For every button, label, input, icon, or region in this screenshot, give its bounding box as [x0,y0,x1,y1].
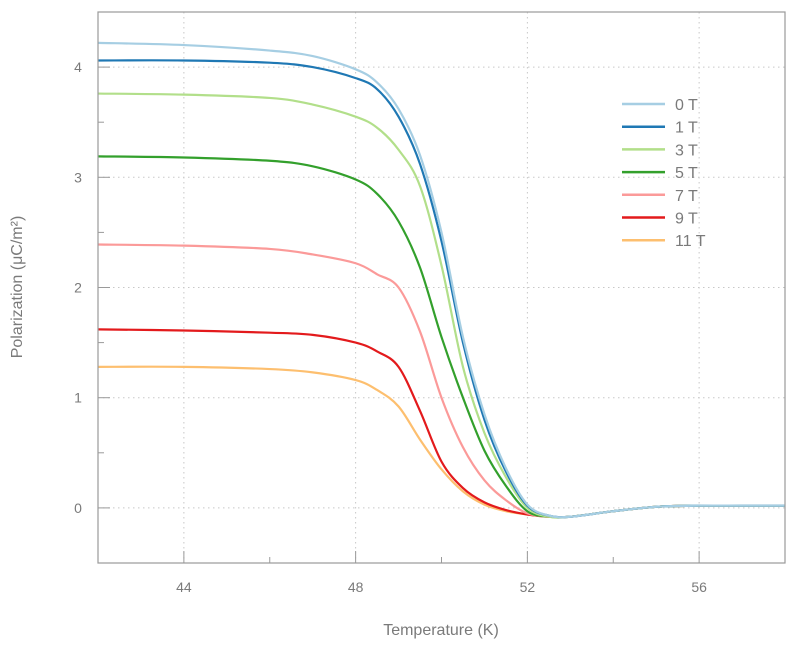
legend: 0 T 1 T 3 T 5 T 7 T 9 T 11 T [622,97,706,250]
x-tick-label: 44 [176,579,192,595]
y-tick-label: 4 [74,59,82,75]
y-tick-label: 3 [74,169,82,185]
legend-label: 11 T [675,233,706,250]
legend-label: 0 T [675,97,698,114]
series-line-9t [97,328,785,519]
y-axis-title: Polarization (μC/m²) [9,216,26,359]
y-tick-label: 2 [74,280,82,296]
series-line-0t [97,41,785,519]
series-line-7t [97,243,785,519]
legend-label: 7 T [675,188,698,205]
y-tick-label: 0 [74,500,82,516]
legend-label: 9 T [675,211,698,228]
legend-label: 1 T [675,120,698,137]
x-tick-label: 52 [520,579,536,595]
grid [98,12,785,563]
x-axis-title: Temperature (K) [383,622,499,639]
x-tick-label: 56 [691,579,707,595]
series-lines [97,41,785,519]
plot-frame [97,11,786,564]
legend-label: 5 T [675,165,698,182]
series-line-11t [97,365,785,519]
legend-label: 3 T [675,142,698,159]
x-tick-label: 48 [348,579,364,595]
y-tick-label: 1 [74,390,82,406]
